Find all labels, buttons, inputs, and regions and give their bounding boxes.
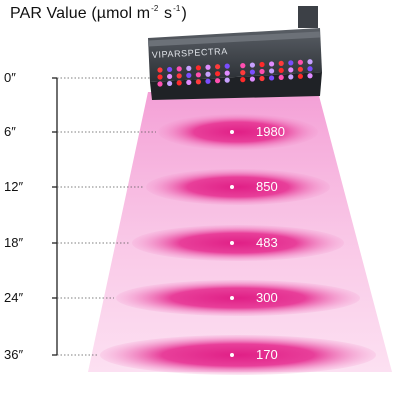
- led: [240, 70, 246, 76]
- distance-label: 24″: [4, 290, 24, 305]
- distance-label: 36″: [4, 347, 24, 362]
- led: [195, 79, 201, 85]
- led: [307, 66, 313, 72]
- measure-point: [230, 130, 234, 134]
- brand-logo: VIPARSPECTRA: [152, 46, 228, 60]
- led: [186, 72, 192, 78]
- led: [240, 77, 246, 83]
- led: [278, 67, 284, 73]
- led: [167, 73, 173, 80]
- led: [288, 74, 294, 80]
- led: [307, 59, 313, 65]
- title-suffix: ): [181, 5, 187, 22]
- led: [157, 74, 163, 80]
- led: [224, 77, 230, 83]
- led-array: [157, 59, 313, 87]
- led: [224, 70, 230, 76]
- intensity-disk: [100, 335, 376, 375]
- led: [278, 60, 284, 66]
- chart-title: PAR Value (µmol m-2 s-1): [10, 4, 187, 23]
- led: [215, 78, 221, 84]
- distance-label: 12″: [4, 179, 24, 194]
- title-prefix: PAR Value (µmol m: [10, 5, 151, 22]
- led: [167, 80, 173, 87]
- led: [195, 72, 201, 78]
- led: [278, 74, 284, 80]
- intensity-disk: [158, 114, 318, 150]
- led: [297, 73, 303, 79]
- measure-point: [230, 353, 234, 357]
- led: [224, 63, 230, 69]
- led: [176, 66, 182, 72]
- led: [288, 67, 294, 73]
- led: [269, 61, 275, 67]
- distance-label: 0″: [4, 70, 16, 85]
- intensity-disk: [146, 169, 330, 205]
- measure-point: [230, 241, 234, 245]
- led: [186, 79, 192, 85]
- measure-point: [230, 296, 234, 300]
- led: [259, 75, 265, 82]
- axis-ticks: [52, 77, 156, 356]
- led: [167, 66, 173, 73]
- led: [269, 75, 275, 81]
- grow-light-panel: VIPARSPECTRA: [147, 6, 322, 100]
- distance-label: 6″: [4, 124, 16, 139]
- par-value-label: 170: [256, 347, 278, 362]
- distance-label: 18″: [4, 235, 24, 250]
- par-value-label: 850: [256, 179, 278, 194]
- led: [176, 80, 182, 86]
- led: [215, 71, 221, 77]
- led: [205, 71, 211, 77]
- led: [288, 60, 294, 66]
- led: [249, 62, 255, 68]
- title-middle: s: [159, 5, 173, 22]
- led: [157, 67, 163, 73]
- led: [205, 64, 211, 70]
- led: [259, 61, 265, 68]
- led: [249, 69, 255, 75]
- led: [269, 68, 275, 74]
- led: [176, 73, 182, 79]
- led: [249, 76, 255, 82]
- measure-point: [230, 185, 234, 189]
- intensity-disk: [116, 280, 360, 316]
- led: [240, 63, 246, 69]
- led: [297, 59, 303, 65]
- led: [157, 81, 163, 87]
- par-value-label: 300: [256, 290, 278, 305]
- led: [186, 65, 192, 71]
- intensity-disk: [132, 225, 344, 261]
- title-exponent-2: -1: [173, 4, 181, 13]
- led: [215, 64, 221, 70]
- par-value-label: 1980: [256, 124, 285, 139]
- led: [307, 73, 313, 79]
- led: [205, 78, 211, 84]
- led: [195, 65, 201, 71]
- led: [297, 66, 303, 72]
- title-exponent-1: -2: [151, 4, 159, 13]
- par-value-label: 483: [256, 235, 278, 250]
- led: [259, 68, 265, 75]
